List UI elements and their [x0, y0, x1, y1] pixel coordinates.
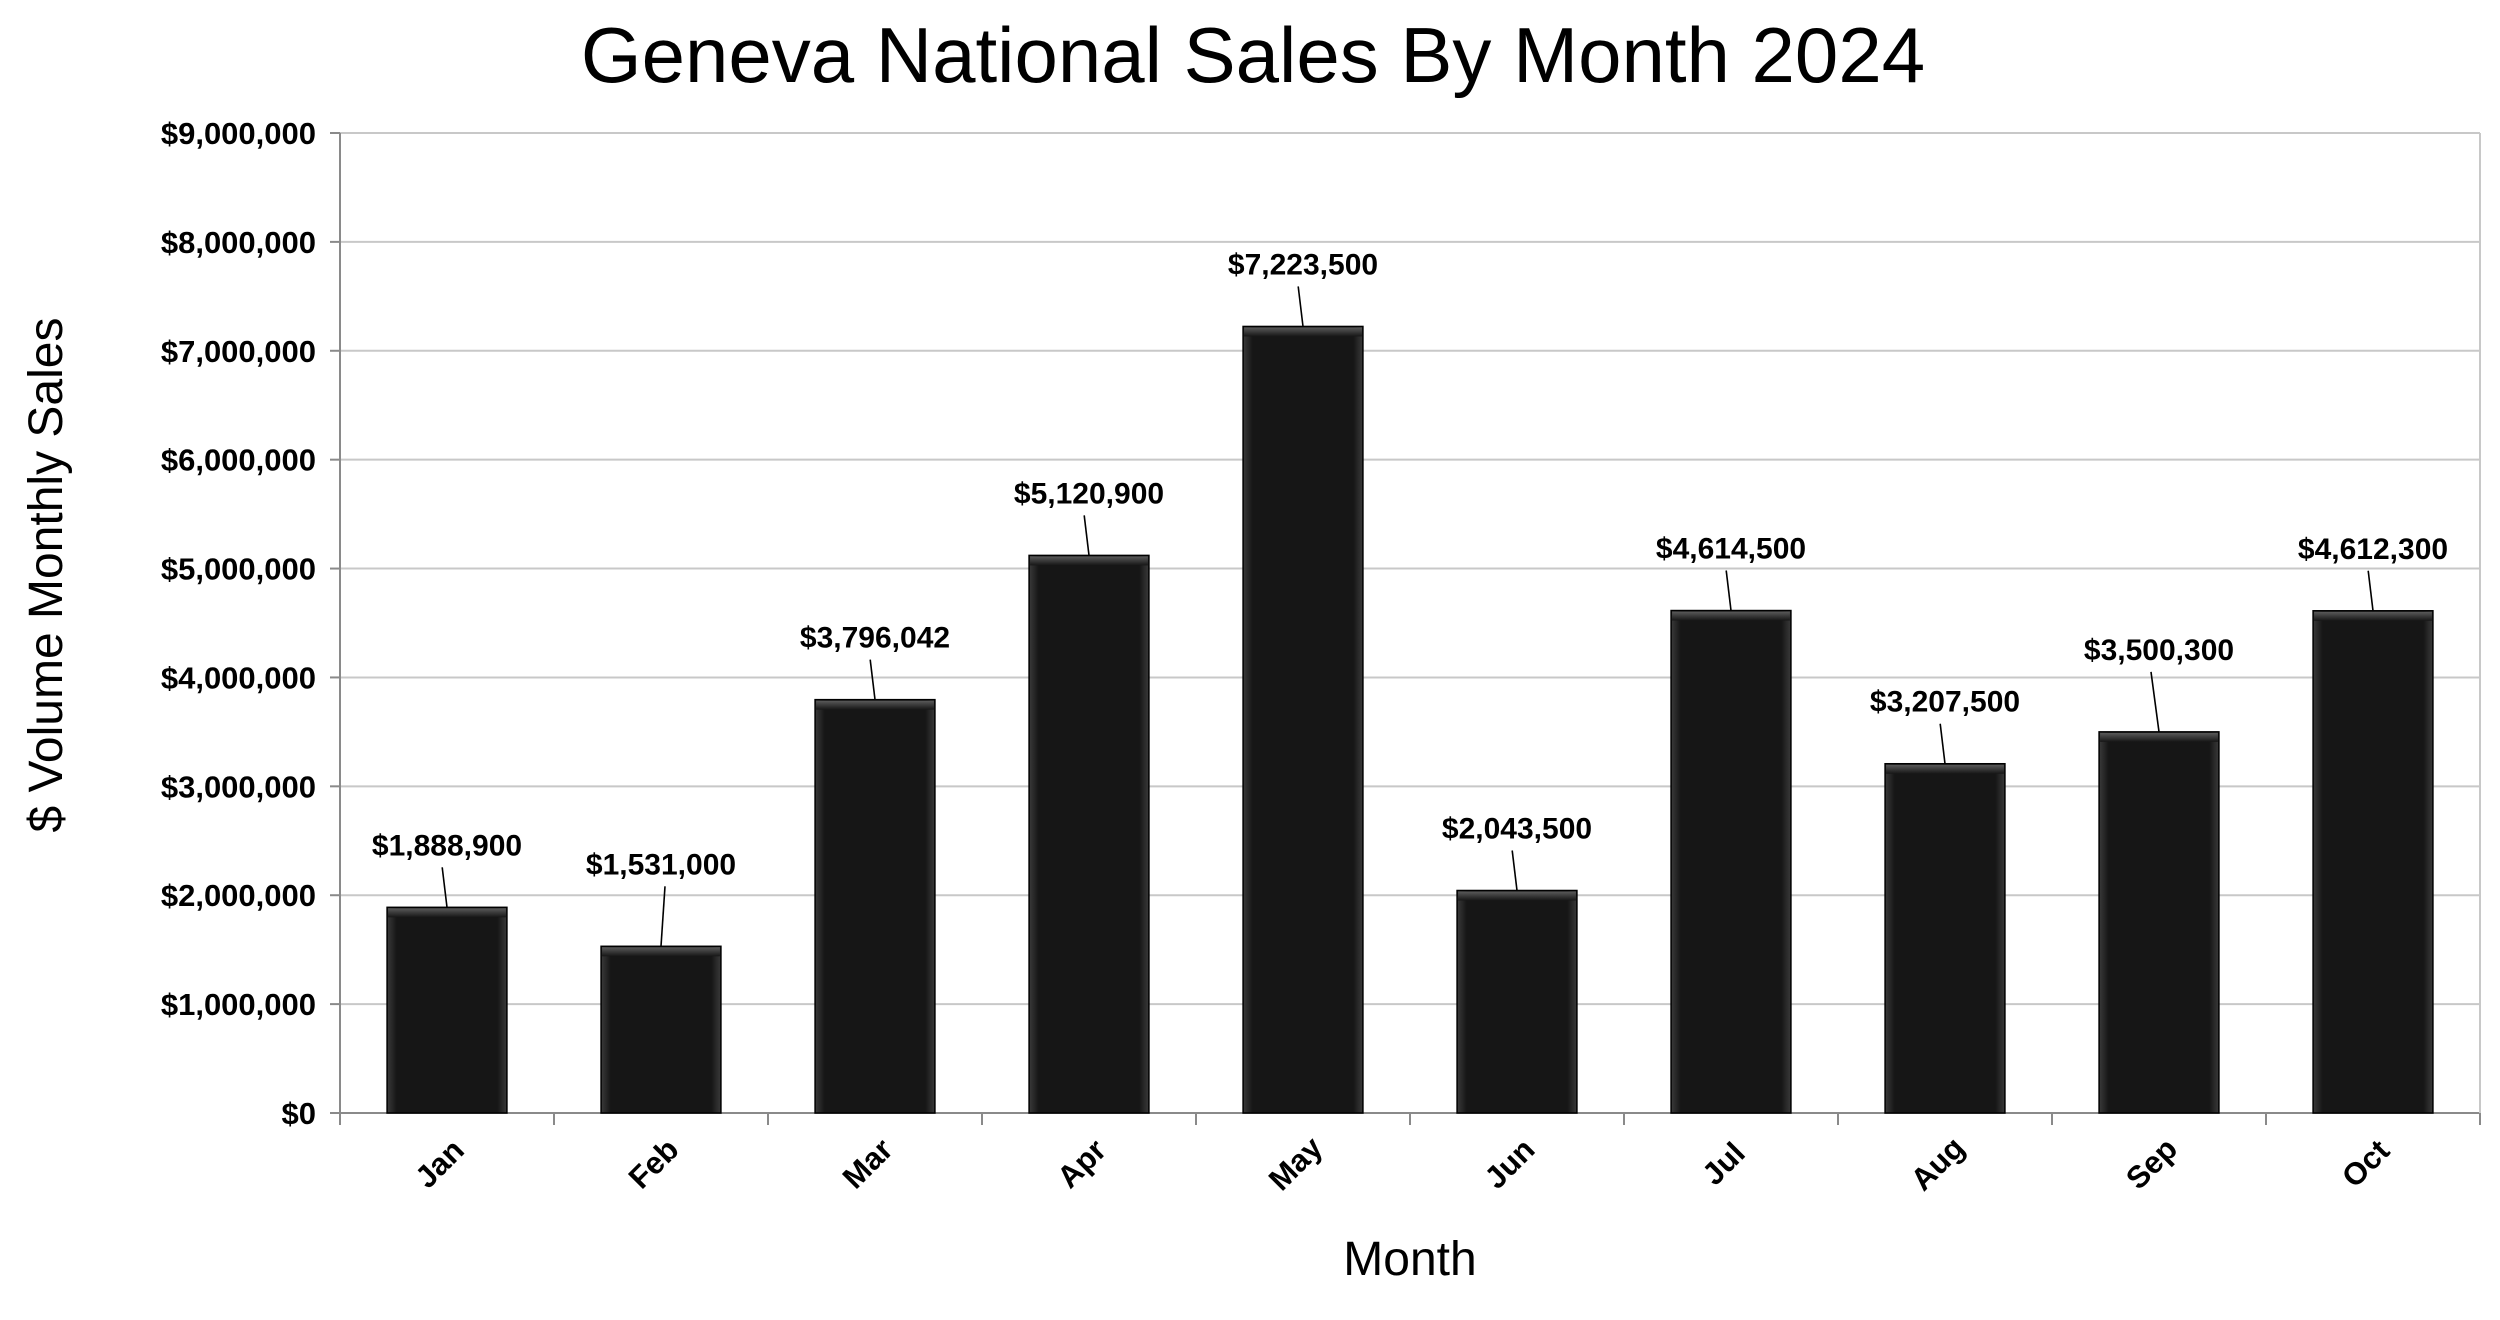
y-axis-label: $ Volume Monthly Sales: [20, 318, 73, 833]
y-tick-label: $5,000,000: [161, 552, 316, 587]
data-label-leader: [1511, 850, 1518, 891]
bar-top-bevel: [2100, 732, 2218, 742]
y-tick-label: $6,000,000: [161, 443, 316, 478]
bar-oct: [2312, 610, 2434, 1114]
data-label-leader: [1939, 723, 1946, 764]
data-label-leader: [1725, 570, 1732, 611]
data-label: $7,223,500: [1228, 248, 1378, 281]
bar-mar: [814, 698, 936, 1114]
chart-title: Geneva National Sales By Month 2024: [581, 11, 1925, 99]
data-label: $4,614,500: [1656, 533, 1806, 566]
bar-jun: [1456, 889, 1578, 1114]
data-label-leader: [441, 867, 448, 908]
data-label-leader: [869, 659, 876, 700]
data-label: $1,531,000: [586, 848, 736, 881]
x-tick-label: Jun: [1478, 1132, 1542, 1196]
bar-sep: [2098, 731, 2220, 1114]
bar-top-bevel: [602, 947, 720, 957]
gridlines: [340, 132, 2480, 1006]
bar-top-bevel: [1886, 764, 2004, 774]
data-label: $3,500,300: [2084, 634, 2234, 667]
x-tick-label: Jul: [1695, 1135, 1751, 1191]
x-tick-label: Oct: [2335, 1133, 2396, 1194]
y-tick-label: $9,000,000: [161, 116, 316, 151]
data-label: $4,612,300: [2298, 533, 2448, 566]
bar-jul: [1670, 609, 1792, 1114]
data-label: $5,120,900: [1014, 477, 1164, 510]
data-label: $2,043,500: [1442, 812, 1592, 845]
y-tick-label: $1,000,000: [161, 987, 316, 1022]
y-tick-label: $7,000,000: [161, 334, 316, 369]
data-label: $3,796,042: [800, 622, 950, 655]
y-tick-label: $3,000,000: [161, 769, 316, 804]
data-labels: $1,888,900 $1,531,000 $3,796,042 $5,120,900…: [372, 248, 2448, 947]
x-tick-label: May: [1262, 1129, 1330, 1197]
bar-may: [1242, 325, 1364, 1114]
x-tick-label: Mar: [836, 1132, 900, 1196]
y-tick-label: $8,000,000: [161, 225, 316, 260]
x-tick-label: Sep: [2119, 1131, 2184, 1196]
y-tick-labels: $0 $1,000,000 $2,000,000 $3,000,000 $4,000,0…: [161, 116, 316, 1131]
bar-top-bevel: [1672, 611, 1790, 621]
data-label-leader: [2150, 671, 2160, 732]
bar-aug: [1884, 762, 2006, 1114]
x-tick-label: Apr: [1050, 1132, 1113, 1195]
bar-top-bevel: [1458, 891, 1576, 901]
data-label-leader: [1297, 286, 1304, 327]
x-tick-label: Feb: [622, 1132, 686, 1196]
bar-jan: [386, 906, 508, 1114]
bars: [386, 325, 2434, 1114]
x-tick-label: Aug: [1904, 1130, 1971, 1197]
data-label-leader: [660, 886, 666, 947]
bar-top-bevel: [388, 908, 506, 918]
y-tick-label: $0: [282, 1096, 316, 1131]
x-axis-label: Month: [1343, 1233, 1476, 1286]
y-tick-label: $4,000,000: [161, 660, 316, 695]
bar-top-bevel: [2314, 611, 2432, 621]
data-label-leader: [1083, 515, 1090, 556]
y-tick-label: $2,000,000: [161, 878, 316, 913]
data-label: $1,888,900: [372, 829, 522, 862]
bar-top-bevel: [1244, 327, 1362, 337]
bar-apr: [1028, 554, 1150, 1114]
bar-top-bevel: [816, 700, 934, 710]
x-tick-label: Jan: [408, 1132, 471, 1195]
data-label-leader: [2367, 570, 2374, 611]
x-tick-labels: Jan Feb Mar Apr May Jun Jul Aug Sep Oct: [408, 1129, 2396, 1197]
data-label: $3,207,500: [1870, 686, 2020, 719]
bar-feb: [600, 945, 722, 1114]
bar-top-bevel: [1030, 556, 1148, 566]
